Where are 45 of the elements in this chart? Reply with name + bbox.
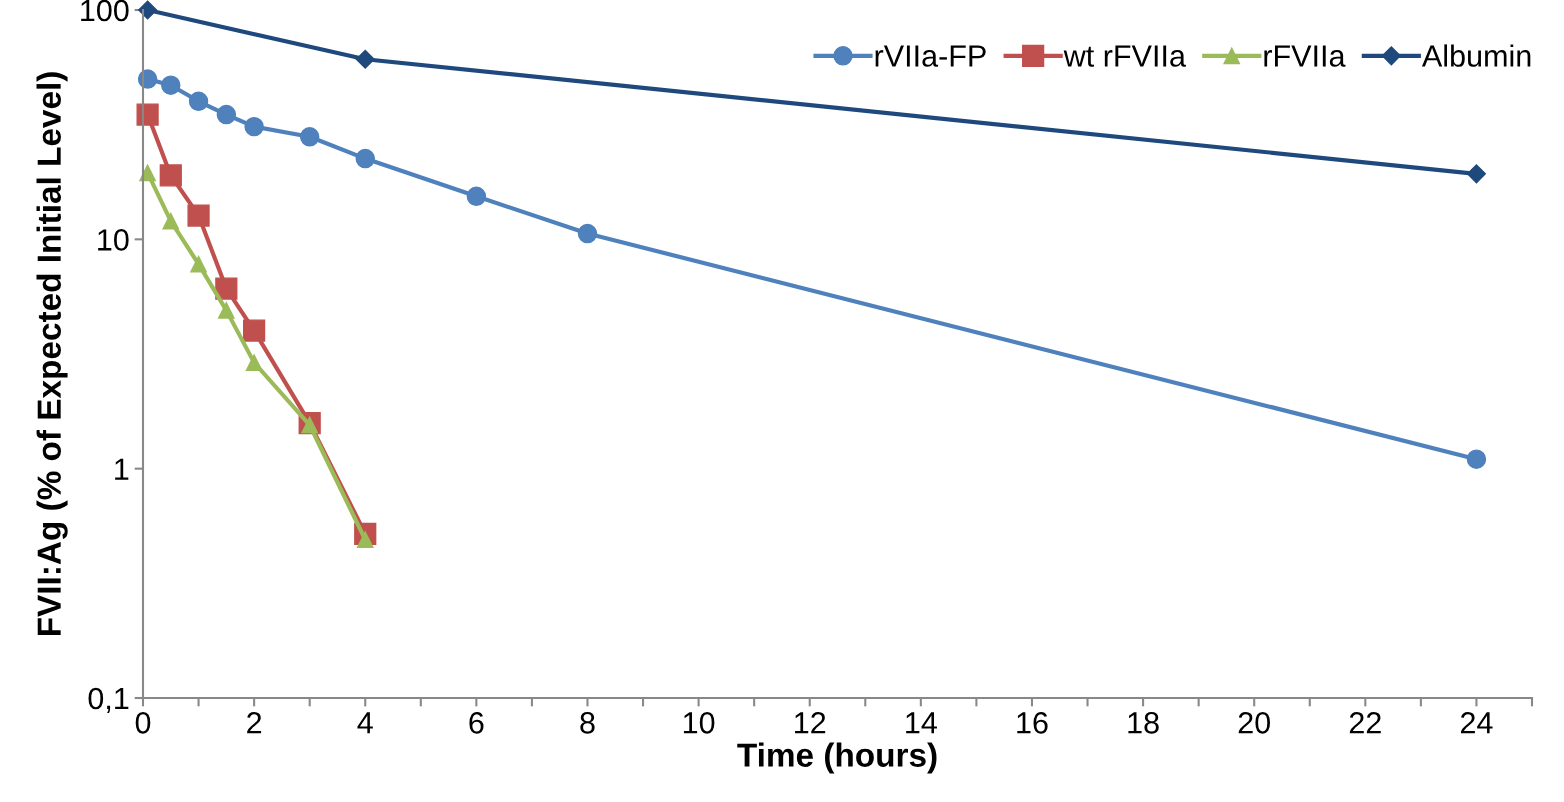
point xyxy=(299,127,320,147)
x-tick-label: 22 xyxy=(1349,712,1381,734)
y-tick-label: 100 xyxy=(81,0,129,22)
legend-label: rFVIIa xyxy=(1264,45,1346,67)
point xyxy=(245,354,263,371)
point xyxy=(215,277,238,300)
x-tick-label: 0 xyxy=(135,712,151,734)
x-tick-label: 2 xyxy=(247,712,262,734)
x-tick-label: 24 xyxy=(1460,712,1493,734)
legend-label: Albumin xyxy=(1421,44,1531,67)
x-tick-label: 12 xyxy=(795,712,826,734)
legend-label: wt rFVIIa xyxy=(1063,45,1186,67)
point xyxy=(139,164,156,182)
point xyxy=(138,0,158,20)
legend-label: rVIIa-FP xyxy=(875,45,986,67)
x-tick-label: 10 xyxy=(683,712,715,734)
point xyxy=(355,148,375,169)
point xyxy=(216,104,237,125)
point xyxy=(162,212,180,230)
point xyxy=(244,116,264,137)
y-tick-label: 10 xyxy=(98,229,129,251)
y-tick-label: 0,1 xyxy=(88,687,129,713)
x-axis-title: Time (hours) xyxy=(737,742,937,774)
x-tick-label: 16 xyxy=(1017,712,1048,734)
point xyxy=(159,164,182,187)
point xyxy=(466,186,487,207)
x-tick-label: 4 xyxy=(357,712,373,734)
point xyxy=(188,91,209,111)
point xyxy=(136,103,159,126)
point xyxy=(218,302,235,319)
x-tick-label: 20 xyxy=(1238,712,1270,734)
x-tick-label: 14 xyxy=(906,712,937,734)
point xyxy=(1466,449,1487,469)
y-axis-title: FVII:Ag (% of Expected Initial Level) xyxy=(36,72,68,636)
x-tick-label: 18 xyxy=(1128,712,1159,734)
y-tick-label: 1 xyxy=(115,458,129,480)
point xyxy=(1466,164,1486,184)
x-tick-label: 6 xyxy=(469,712,484,734)
point xyxy=(577,223,598,244)
point xyxy=(161,75,181,95)
point xyxy=(243,319,266,342)
point xyxy=(355,49,375,69)
point xyxy=(190,255,207,273)
x-tick-label: 8 xyxy=(580,712,595,734)
point xyxy=(187,204,210,227)
